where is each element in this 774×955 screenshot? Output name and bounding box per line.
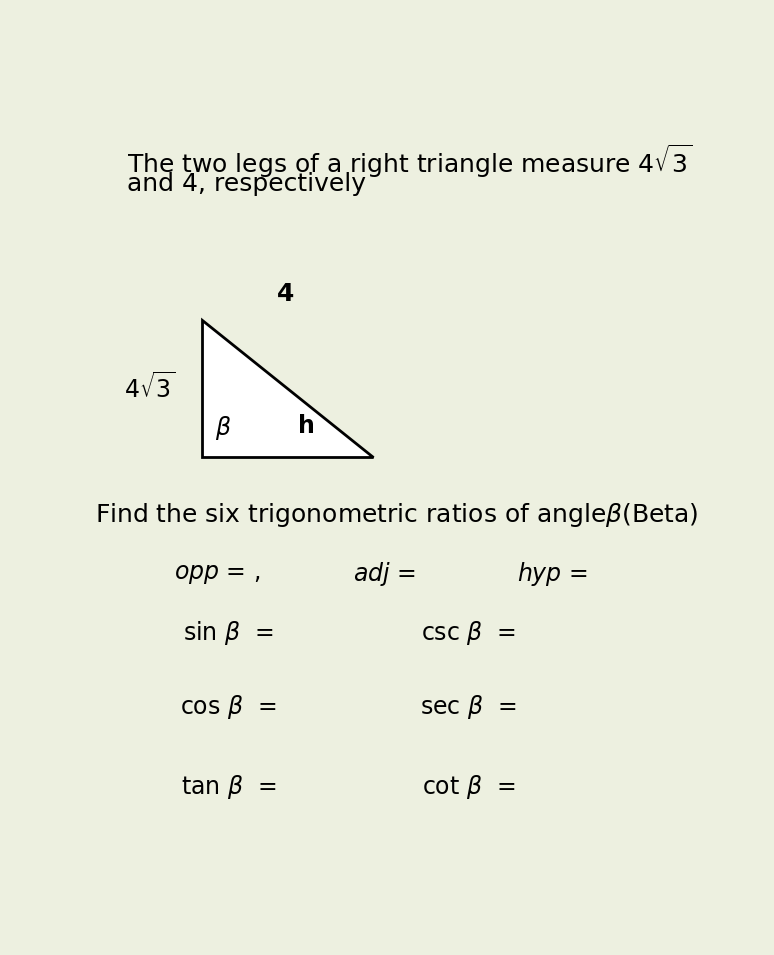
Text: $hyp$ =: $hyp$ = [517, 561, 588, 588]
Text: $opp$ = ,: $opp$ = , [173, 562, 260, 586]
Text: $4\sqrt{3}$: $4\sqrt{3}$ [124, 372, 176, 403]
Text: cos $\beta$  =: cos $\beta$ = [180, 692, 277, 721]
Text: and 4, respectively: and 4, respectively [127, 172, 366, 196]
Text: The two legs of a right triangle measure $4\sqrt{3}$: The two legs of a right triangle measure… [127, 142, 692, 180]
Text: sin $\beta$  =: sin $\beta$ = [183, 619, 274, 647]
Polygon shape [202, 321, 373, 456]
Text: 4: 4 [277, 282, 294, 306]
Text: $adj$ =: $adj$ = [353, 561, 416, 588]
Text: h: h [298, 414, 314, 438]
Text: β: β [215, 415, 231, 439]
Text: tan $\beta$  =: tan $\beta$ = [181, 774, 276, 801]
Text: cot $\beta$  =: cot $\beta$ = [422, 774, 515, 801]
Text: sec $\beta$  =: sec $\beta$ = [420, 692, 517, 721]
Text: Find the six trigonometric ratios of angle$\beta$(Beta): Find the six trigonometric ratios of ang… [95, 501, 698, 529]
Text: csc $\beta$  =: csc $\beta$ = [421, 619, 516, 647]
